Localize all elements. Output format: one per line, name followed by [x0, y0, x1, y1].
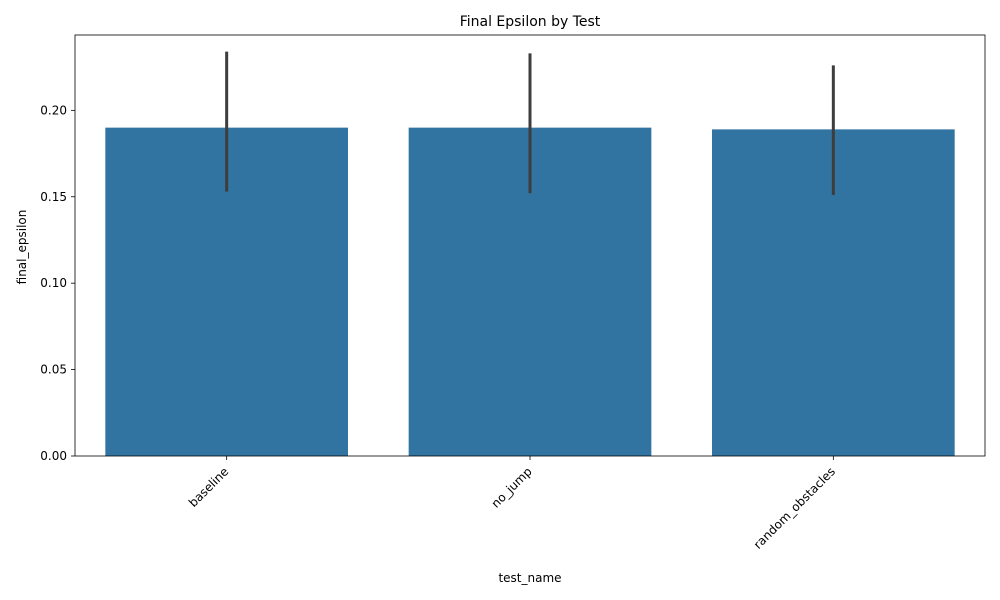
chart-title: Final Epsilon by Test — [460, 14, 601, 30]
y-axis-label: final_epsilon — [15, 210, 29, 285]
x-axis-label: test_name — [498, 571, 561, 585]
y-tick-label: 0.20 — [40, 103, 67, 117]
y-tick-label: 0.10 — [40, 276, 67, 290]
x-tick-label: no_jump — [489, 464, 535, 510]
y-tick-label: 0.15 — [40, 190, 67, 204]
y-tick-label: 0.00 — [40, 449, 67, 463]
x-axis: baseline no_jump random_obstacles — [186, 456, 838, 552]
x-tick-label: baseline — [186, 464, 231, 509]
y-axis: 0.00 0.05 0.10 0.15 0.20 — [40, 103, 75, 463]
x-tick-label: random_obstacles — [751, 464, 838, 551]
error-bars-layer — [225, 51, 835, 196]
y-tick-label: 0.05 — [40, 363, 67, 377]
plot-frame — [74, 34, 986, 457]
